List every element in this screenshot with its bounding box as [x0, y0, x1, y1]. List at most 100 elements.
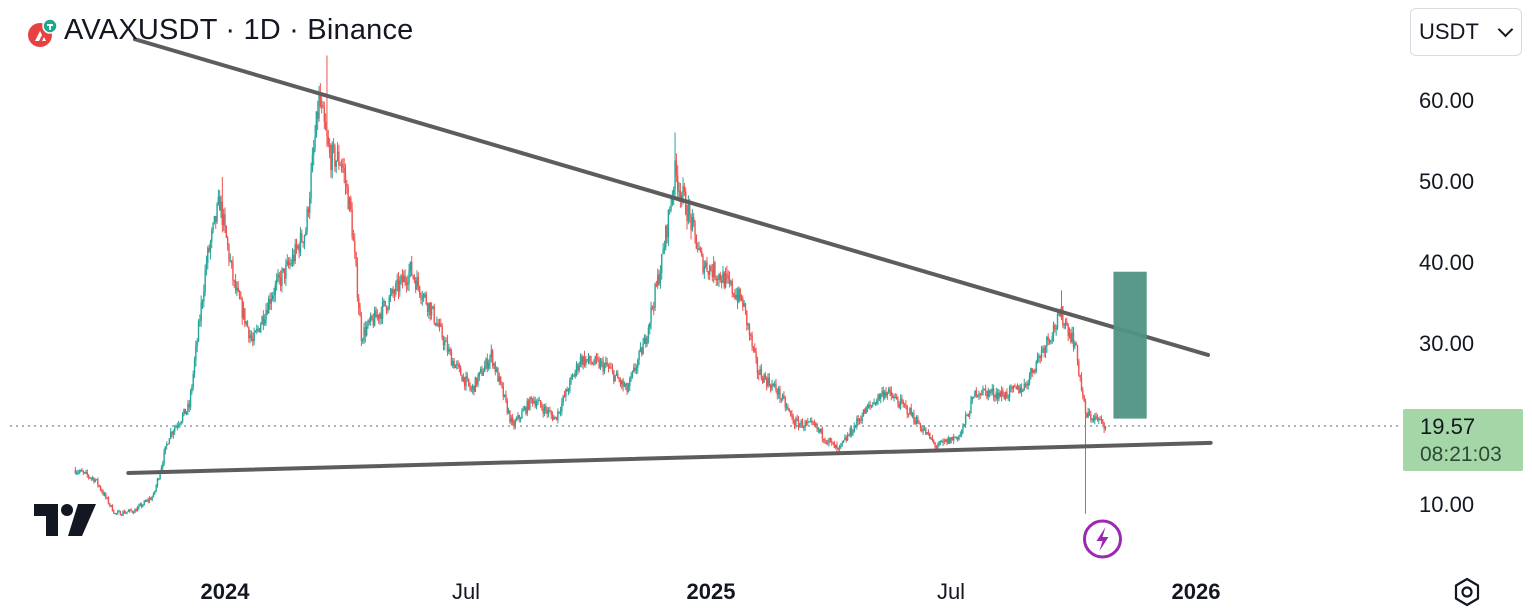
candle-body [923, 428, 926, 430]
candle-body [437, 323, 439, 327]
candle-body [758, 373, 760, 375]
candle-body [882, 391, 885, 398]
candle-body [521, 411, 523, 419]
last-price-label: 19.57 08:21:03 [1403, 409, 1523, 471]
candle-body [715, 278, 718, 280]
candle-body [166, 444, 168, 447]
candle-body [820, 428, 822, 432]
candle-body [678, 190, 680, 192]
candle-body [546, 410, 548, 414]
candle-body [1047, 337, 1049, 341]
last-price-value: 19.57 [1420, 414, 1476, 439]
symbol-header[interactable]: AVAXUSDT · 1D · Binance [26, 14, 414, 47]
candle-body [420, 294, 422, 299]
time-tick-label: Jul [452, 579, 480, 604]
candle-body [267, 298, 270, 314]
candle-body [310, 171, 312, 199]
candle-body [501, 382, 503, 387]
candle-body [511, 417, 514, 423]
candle-body [503, 394, 506, 397]
candle-body [527, 400, 530, 410]
candle-body [323, 108, 326, 122]
currency-select[interactable]: USDT [1410, 8, 1522, 56]
candle-body [581, 356, 583, 365]
candle-body [577, 364, 579, 371]
chevron-down-icon [1497, 21, 1514, 38]
candle-body [505, 394, 507, 401]
avalanche-logo-icon [26, 17, 58, 47]
candle-body [260, 324, 262, 332]
candle-body [324, 121, 327, 130]
candle-body [466, 376, 469, 379]
candle-body [232, 262, 234, 281]
candle-body [922, 429, 924, 432]
candle-body [575, 364, 578, 372]
candle-body [409, 261, 412, 271]
settings-icon[interactable] [1451, 576, 1483, 608]
candle-body [702, 255, 704, 273]
candle-body [772, 383, 775, 386]
tradingview-logo-icon[interactable] [34, 504, 96, 536]
candle-body [1103, 422, 1105, 429]
candle-body [809, 421, 812, 423]
candle-body [631, 371, 634, 377]
candle-body [306, 208, 308, 232]
candle-body [611, 368, 614, 371]
candle-body [498, 376, 500, 382]
candle-body [754, 348, 756, 352]
currency-select-value: USDT [1419, 19, 1479, 44]
candle-body [533, 400, 535, 403]
candle-body [982, 388, 984, 395]
candle-body [373, 310, 376, 326]
candle-body [444, 340, 446, 346]
candle-body [355, 252, 357, 266]
candle-body [273, 294, 275, 296]
candle-body [497, 368, 499, 382]
candle-body [1022, 389, 1024, 392]
candle-body [889, 389, 891, 392]
candle-body [256, 328, 258, 332]
candle-body [1083, 395, 1085, 402]
candle-body [522, 409, 524, 412]
candle-body [840, 443, 842, 446]
candle-body [1046, 337, 1048, 347]
candle-body [727, 275, 729, 279]
candle-body [517, 415, 519, 419]
candle-body [491, 350, 494, 366]
candle-body [282, 268, 284, 271]
candle-body [101, 489, 103, 492]
candle-body [238, 291, 241, 299]
candle-body [598, 359, 600, 368]
candle-body [876, 400, 878, 405]
candle-body [975, 390, 977, 396]
lightning-icon [1082, 519, 1122, 559]
candle-body [918, 423, 920, 425]
candle-body [1090, 414, 1092, 420]
candle-body [330, 153, 332, 171]
candle-body [1044, 346, 1047, 353]
candle-body [350, 197, 352, 210]
candle-body [87, 475, 90, 478]
candle-body [248, 327, 250, 339]
candle-body [83, 472, 86, 474]
candle-body [886, 392, 889, 396]
candle-body [1015, 386, 1017, 389]
candle-body [245, 321, 247, 324]
candle-body [811, 421, 813, 423]
candle-body [740, 298, 743, 300]
candle-body [463, 377, 466, 387]
candle-body [529, 397, 531, 410]
candle-body [445, 340, 447, 342]
candle-body [315, 111, 318, 137]
candle-body [525, 407, 527, 414]
candle-body [543, 406, 546, 414]
candle-body [106, 497, 108, 499]
candle-body [549, 410, 551, 412]
candle-body [573, 375, 575, 377]
candle-body [657, 274, 659, 286]
candle-body [589, 355, 591, 362]
candle-body [109, 503, 111, 506]
candle-body [583, 356, 586, 366]
candle-body [801, 420, 804, 428]
